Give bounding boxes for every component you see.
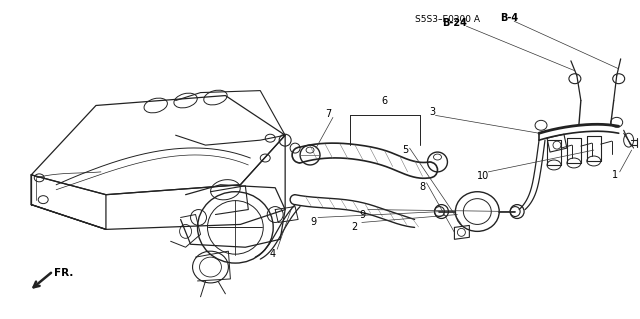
Text: 4: 4: [269, 249, 275, 259]
Text: 3: 3: [429, 108, 436, 117]
Text: FR.: FR.: [54, 268, 74, 278]
Text: B-24: B-24: [442, 18, 467, 28]
Text: 8: 8: [419, 182, 426, 192]
Text: 1: 1: [612, 170, 618, 180]
Text: S5S3–E0200 A: S5S3–E0200 A: [415, 15, 480, 24]
Text: 6: 6: [381, 95, 388, 106]
Text: 9: 9: [310, 218, 316, 227]
Text: 9: 9: [360, 210, 366, 219]
Text: B-4: B-4: [500, 13, 518, 23]
Text: 10: 10: [477, 171, 490, 181]
Text: 7: 7: [325, 109, 331, 119]
Text: 5: 5: [403, 145, 409, 155]
Text: 2: 2: [352, 222, 358, 233]
